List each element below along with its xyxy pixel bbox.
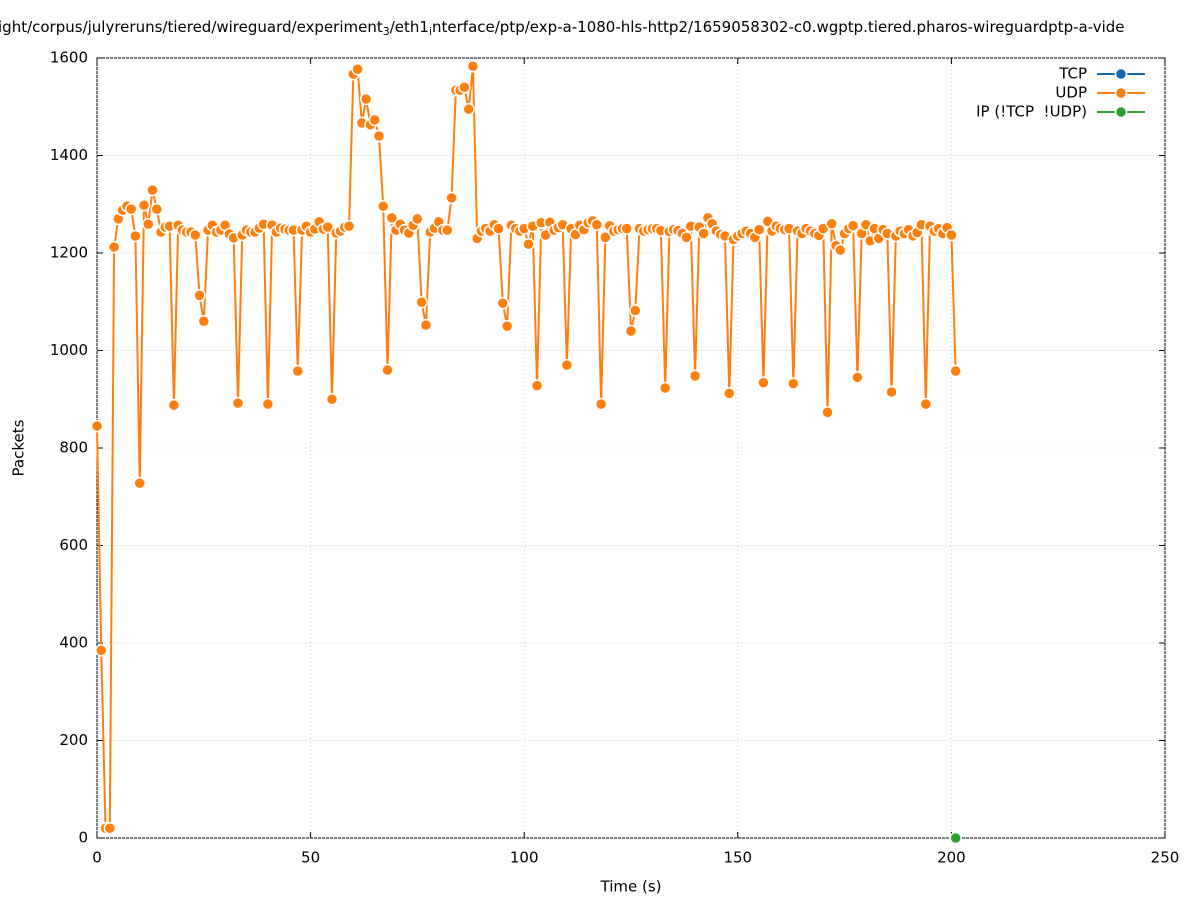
data-point [445, 191, 458, 205]
title-part: ight/corpus/julyreruns/tiered/wireguard/… [0, 18, 383, 36]
data-point [415, 295, 428, 309]
data-point [411, 212, 424, 226]
data-point [150, 202, 164, 216]
data-point [376, 199, 390, 213]
data-point [825, 217, 839, 230]
data-point [291, 364, 305, 378]
data-point [688, 369, 702, 383]
y-tick-label: 1600 [50, 49, 88, 67]
y-tick-label: 1200 [50, 244, 88, 262]
data-point [351, 62, 364, 76]
data-point [919, 397, 933, 411]
data-point [90, 419, 104, 433]
y-tick-label: 1400 [50, 146, 88, 164]
y-tick-label: 600 [59, 536, 88, 554]
data-point [193, 289, 206, 302]
data-point [624, 324, 638, 338]
data-point [723, 387, 736, 400]
data-point [496, 296, 510, 310]
title-part: nterface/ptp/exp-a-1080-hls-http2/165905… [432, 18, 1124, 36]
data-point [658, 381, 672, 395]
data-point [261, 397, 275, 411]
data-point [697, 227, 710, 240]
data-point [757, 376, 770, 389]
chart-title: ight/corpus/julyreruns/tiered/wireguard/… [0, 18, 1125, 39]
title-part: /eth1 [390, 18, 429, 36]
data-point [945, 228, 958, 242]
data-point [599, 231, 612, 244]
y-tick-label: 0 [78, 829, 88, 847]
data-point [492, 222, 505, 235]
y-tick-label: 400 [59, 634, 88, 652]
data-point [325, 393, 339, 406]
data-point [949, 831, 962, 845]
title-subscript: 3 [383, 25, 390, 38]
data-point [594, 397, 608, 411]
data-point [752, 223, 766, 236]
y-tick-label: 1000 [50, 341, 88, 359]
data-point [500, 319, 514, 333]
data-point [231, 396, 245, 410]
x-axis-label: Time (s) [600, 878, 662, 896]
x-tick-label: 150 [723, 849, 752, 867]
data-point [197, 315, 211, 328]
data-point [419, 318, 433, 332]
data-point [629, 304, 642, 317]
data-point [851, 371, 864, 384]
data-point [466, 60, 480, 73]
x-tick-label: 100 [510, 849, 539, 867]
data-point [787, 377, 800, 390]
data-point [846, 219, 860, 232]
x-tick-label: 200 [937, 849, 966, 867]
x-tick-label: 250 [1151, 849, 1180, 867]
x-tick-label: 50 [301, 849, 320, 867]
x-tick-label: 0 [92, 849, 102, 867]
data-point [129, 229, 142, 243]
data-point [522, 237, 535, 251]
data-point [590, 218, 604, 231]
y-tick-label: 200 [59, 731, 88, 749]
data-point [560, 358, 574, 372]
data-point [458, 81, 471, 94]
legend-marker [1114, 67, 1128, 81]
legend-label: UDP [1055, 84, 1087, 102]
data-point [167, 398, 181, 412]
data-point [137, 198, 151, 212]
data-point [359, 92, 373, 106]
legend-label: IP (!TCP !UDP) [976, 103, 1087, 121]
data-point [368, 113, 381, 127]
data-point [321, 220, 334, 234]
data-point [133, 476, 146, 490]
legend-marker [1114, 105, 1128, 119]
data-point [885, 385, 898, 399]
data-point [142, 217, 155, 231]
data-point [107, 240, 121, 254]
data-point [146, 183, 159, 197]
data-point [381, 363, 394, 377]
data-point [462, 102, 475, 116]
data-point [530, 379, 544, 392]
data-point [834, 243, 847, 257]
legend-marker [1114, 86, 1128, 100]
title-subscript: i [429, 25, 432, 38]
data-point [103, 822, 117, 835]
data-point [342, 219, 356, 233]
y-axis-label: Packets [10, 419, 28, 476]
data-point [441, 223, 454, 237]
series-line [96, 66, 957, 830]
data-point [372, 129, 386, 143]
data-point [680, 231, 693, 244]
data-point [124, 202, 138, 216]
data-point [189, 228, 202, 242]
y-tick-label: 800 [59, 439, 88, 457]
data-point [949, 364, 962, 378]
data-point [821, 406, 834, 419]
legend-label: TCP [1058, 65, 1087, 83]
data-point [95, 644, 108, 657]
data-point [385, 211, 399, 225]
data-point [620, 222, 633, 235]
